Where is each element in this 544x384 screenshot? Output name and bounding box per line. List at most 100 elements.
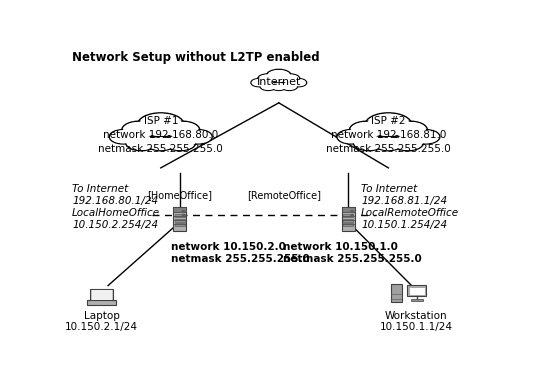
Text: ISP #1
network 192.168.80.0
netmask 255.255.255.0: ISP #1 network 192.168.80.0 netmask 255.… — [98, 116, 223, 154]
FancyBboxPatch shape — [90, 288, 113, 301]
Ellipse shape — [353, 135, 385, 151]
Text: network 10.150.2.0
netmask 255.255.255.0: network 10.150.2.0 netmask 255.255.255.0 — [171, 242, 310, 264]
Ellipse shape — [266, 70, 292, 83]
Ellipse shape — [258, 74, 276, 84]
Ellipse shape — [137, 113, 184, 137]
Ellipse shape — [365, 113, 412, 137]
Ellipse shape — [139, 114, 182, 136]
Ellipse shape — [281, 74, 300, 84]
Ellipse shape — [349, 121, 384, 139]
FancyBboxPatch shape — [409, 287, 425, 295]
FancyBboxPatch shape — [175, 218, 185, 222]
FancyBboxPatch shape — [173, 207, 187, 212]
Ellipse shape — [251, 79, 266, 87]
Circle shape — [351, 214, 354, 216]
Ellipse shape — [147, 136, 175, 151]
Ellipse shape — [375, 137, 401, 150]
Ellipse shape — [353, 135, 385, 151]
FancyBboxPatch shape — [175, 223, 185, 226]
Ellipse shape — [292, 79, 307, 87]
Ellipse shape — [351, 122, 382, 138]
Ellipse shape — [165, 121, 200, 139]
Ellipse shape — [110, 130, 136, 143]
Ellipse shape — [392, 135, 424, 151]
Ellipse shape — [258, 74, 276, 84]
Ellipse shape — [281, 74, 300, 84]
Ellipse shape — [412, 129, 440, 144]
Ellipse shape — [137, 113, 184, 137]
Ellipse shape — [281, 81, 298, 91]
Ellipse shape — [393, 136, 422, 150]
Text: LocalRemoteOffice
10.150.1.254/24: LocalRemoteOffice 10.150.1.254/24 — [361, 208, 459, 230]
Ellipse shape — [374, 136, 403, 151]
Ellipse shape — [394, 122, 426, 138]
Ellipse shape — [122, 121, 156, 139]
Text: [HomeOffice]: [HomeOffice] — [147, 190, 212, 200]
Ellipse shape — [165, 135, 196, 151]
Ellipse shape — [109, 129, 137, 144]
Ellipse shape — [147, 136, 175, 151]
Text: Internet: Internet — [257, 76, 301, 86]
Ellipse shape — [282, 74, 299, 83]
Ellipse shape — [374, 136, 403, 151]
Ellipse shape — [412, 129, 440, 144]
Ellipse shape — [123, 122, 154, 138]
Text: [RemoteOffice]: [RemoteOffice] — [247, 190, 321, 200]
FancyBboxPatch shape — [173, 207, 187, 231]
Ellipse shape — [272, 83, 286, 90]
Ellipse shape — [413, 130, 439, 143]
Ellipse shape — [271, 83, 286, 90]
Text: Network Setup without L2TP enabled: Network Setup without L2TP enabled — [72, 51, 320, 63]
Ellipse shape — [260, 81, 277, 91]
Text: Workstation
10.150.1.1/24: Workstation 10.150.1.1/24 — [379, 311, 452, 332]
Ellipse shape — [367, 114, 410, 136]
FancyBboxPatch shape — [391, 284, 403, 302]
Ellipse shape — [292, 79, 307, 87]
Circle shape — [182, 214, 185, 216]
Ellipse shape — [167, 122, 199, 138]
Ellipse shape — [281, 81, 298, 91]
Text: ISP #2
network 192.168.81.0
netmask 255.255.255.0: ISP #2 network 192.168.81.0 netmask 255.… — [326, 116, 451, 154]
Ellipse shape — [267, 70, 290, 82]
Ellipse shape — [338, 130, 364, 143]
Ellipse shape — [166, 136, 195, 150]
Ellipse shape — [184, 129, 212, 144]
Ellipse shape — [266, 70, 292, 83]
FancyBboxPatch shape — [342, 207, 355, 212]
Ellipse shape — [393, 121, 428, 139]
Ellipse shape — [109, 129, 137, 144]
Ellipse shape — [392, 135, 424, 151]
Ellipse shape — [365, 113, 412, 137]
Ellipse shape — [260, 81, 277, 91]
Ellipse shape — [165, 135, 196, 151]
Text: LocalHomeOffice
10.150.2.254/24: LocalHomeOffice 10.150.2.254/24 — [72, 208, 160, 230]
Ellipse shape — [148, 137, 174, 150]
Ellipse shape — [261, 82, 276, 90]
Ellipse shape — [337, 129, 365, 144]
FancyBboxPatch shape — [343, 223, 354, 226]
Ellipse shape — [186, 130, 211, 143]
FancyBboxPatch shape — [342, 207, 355, 231]
Ellipse shape — [282, 82, 297, 90]
Ellipse shape — [127, 136, 156, 150]
FancyBboxPatch shape — [92, 290, 112, 300]
Text: To Internet
192.168.81.1/24: To Internet 192.168.81.1/24 — [361, 184, 447, 205]
Ellipse shape — [251, 79, 266, 87]
FancyBboxPatch shape — [407, 285, 426, 296]
Ellipse shape — [292, 79, 306, 86]
Ellipse shape — [165, 121, 200, 139]
Ellipse shape — [355, 136, 384, 150]
FancyBboxPatch shape — [175, 214, 185, 217]
FancyBboxPatch shape — [88, 300, 116, 305]
Ellipse shape — [258, 74, 275, 83]
Ellipse shape — [126, 135, 157, 151]
Ellipse shape — [271, 83, 286, 90]
Text: To Internet
192.168.80.1/24: To Internet 192.168.80.1/24 — [72, 184, 158, 205]
Circle shape — [182, 210, 185, 212]
Ellipse shape — [393, 121, 428, 139]
Ellipse shape — [126, 135, 157, 151]
Circle shape — [351, 210, 354, 212]
FancyBboxPatch shape — [343, 214, 354, 217]
Text: Laptop
10.150.2.1/24: Laptop 10.150.2.1/24 — [65, 311, 138, 332]
Ellipse shape — [122, 121, 156, 139]
